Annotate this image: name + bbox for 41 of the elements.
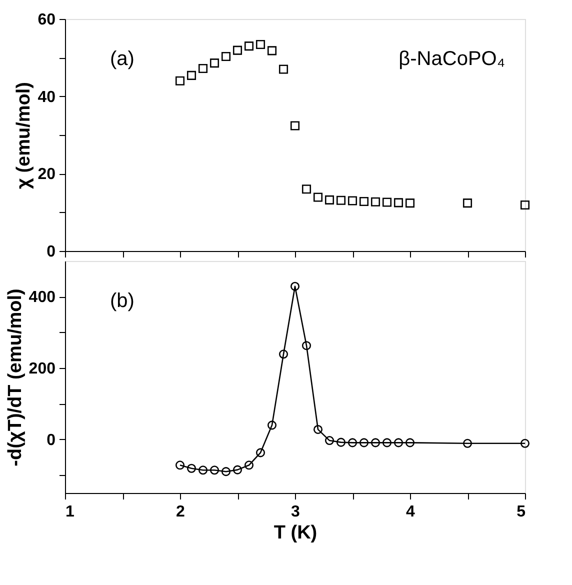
point	[336, 196, 346, 205]
point	[394, 198, 404, 208]
point	[232, 46, 242, 55]
point	[267, 46, 277, 56]
point	[370, 197, 380, 206]
point	[405, 198, 415, 208]
x-tick-label: 4	[406, 504, 416, 520]
annotation: β-NaCoPO₄	[398, 48, 505, 70]
y-tick-label: 40	[38, 88, 56, 106]
y-tick-label: 20	[38, 166, 56, 184]
y-axis-title: χ (emu/mol)	[14, 82, 35, 189]
point	[313, 192, 323, 202]
point	[302, 184, 312, 194]
y-tick-label: 400	[28, 289, 56, 306]
x-tick-label: 1	[66, 504, 74, 520]
point	[520, 200, 530, 210]
point	[210, 58, 220, 68]
point	[221, 52, 231, 62]
x-tick-label: 2	[176, 504, 186, 520]
point	[348, 196, 358, 206]
y-tick-label: 0	[46, 432, 56, 449]
x-tick-label: 5	[516, 504, 526, 520]
point	[256, 40, 266, 50]
point	[175, 76, 185, 86]
point	[359, 196, 369, 206]
x-axis-title: T (K)	[274, 522, 318, 544]
point	[186, 70, 196, 80]
y-tick-label: 200	[28, 360, 56, 378]
point	[198, 64, 208, 74]
x-tick-label: 3	[291, 504, 300, 520]
point	[462, 198, 472, 208]
point	[324, 195, 334, 204]
point	[244, 42, 254, 51]
point	[278, 64, 288, 74]
y-tick-label: 60	[38, 12, 56, 28]
point	[382, 198, 392, 207]
annotation: (a)	[110, 48, 134, 70]
y-axis-title: -d(χT)/dT (emu/mol)	[4, 288, 26, 466]
y-tick-label: 0	[46, 244, 56, 260]
point	[290, 121, 300, 130]
annotation: (b)	[110, 290, 134, 312]
